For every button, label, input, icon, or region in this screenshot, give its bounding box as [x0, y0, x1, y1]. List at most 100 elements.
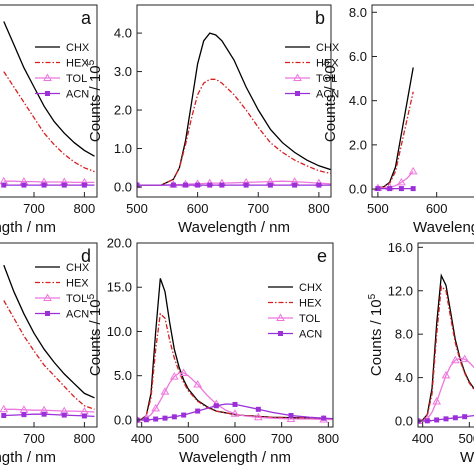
marker — [375, 186, 381, 192]
y-axis-label: Counts / 105 — [321, 59, 339, 142]
legend-marker — [276, 313, 285, 321]
plot-data — [137, 32, 331, 189]
marker — [81, 413, 87, 419]
panel-label: d — [81, 246, 91, 266]
panel-label: a — [81, 8, 92, 28]
x-tick-label: 400 — [131, 431, 153, 446]
x-tick-label: 500 — [367, 201, 389, 216]
x-tick-label: 800 — [308, 201, 330, 216]
marker — [450, 355, 460, 364]
marker — [143, 417, 149, 423]
x-axis-label: Wavelength / nm — [413, 219, 474, 236]
y-tick-label: 4.0 — [395, 370, 413, 385]
plot-frame — [371, 4, 474, 198]
marker — [162, 415, 168, 421]
series-line — [377, 170, 414, 189]
y-tick-label: 4.0 — [349, 93, 367, 108]
marker — [193, 380, 203, 388]
series-line — [3, 264, 95, 399]
y-tick-label: 0.0 — [114, 412, 132, 427]
y-tick-label: 12.0 — [388, 283, 413, 298]
marker — [41, 411, 47, 417]
marker — [21, 412, 27, 418]
x-tick-label: 800 — [317, 431, 339, 446]
marker — [255, 406, 261, 412]
y-axis-label-text: Counts / 10 — [322, 65, 339, 142]
marker — [213, 403, 219, 409]
x-tick-label: 500 — [126, 201, 148, 216]
x-tick-label: 500 — [458, 431, 474, 446]
series-line — [137, 78, 331, 186]
y-tick-label: 15.0 — [107, 280, 132, 295]
series-line — [3, 413, 95, 418]
plot-data — [418, 273, 474, 425]
marker — [61, 182, 67, 188]
legend-label: CHX — [299, 282, 323, 294]
x-tick-label: 800 — [74, 431, 96, 446]
x-axis-label: Wavelength / nm — [0, 449, 56, 466]
legend-label: HEX — [66, 58, 89, 70]
panel-label: b — [315, 8, 325, 28]
legend-marker — [293, 73, 302, 81]
y-axis-label-exp: 5 — [86, 293, 97, 299]
legend-marker — [295, 91, 300, 96]
x-tick-label: 600 — [426, 201, 448, 216]
x-tick-label: 600 — [187, 201, 209, 216]
plot-data — [137, 278, 333, 423]
y-tick-label: 8.0 — [395, 327, 413, 342]
marker — [151, 403, 161, 412]
marker — [424, 418, 430, 424]
plot-data — [373, 67, 418, 192]
y-tick-label: 2.0 — [349, 137, 367, 152]
y-tick-label: 0.0 — [349, 182, 367, 197]
marker — [195, 182, 201, 188]
marker — [316, 182, 322, 188]
x-tick-label: 700 — [271, 431, 293, 446]
y-axis-label: Counts / 105 — [367, 293, 385, 376]
legend-label: ACN — [316, 89, 339, 101]
legend-marker — [43, 293, 52, 301]
y-tick-label: 8.0 — [349, 5, 367, 20]
y-tick-label: 2.0 — [114, 103, 132, 118]
marker — [61, 412, 67, 418]
x-axis-label: Wavelength / nm — [0, 219, 56, 236]
marker — [253, 412, 263, 421]
marker — [183, 182, 188, 188]
x-tick-label: 600 — [224, 431, 246, 446]
y-tick-label: 0.0 — [114, 179, 132, 194]
marker — [452, 415, 458, 421]
marker — [441, 370, 451, 379]
x-axis-label: Wavelength / nm — [178, 219, 290, 236]
marker — [443, 416, 449, 422]
y-tick-label: 5.0 — [114, 368, 132, 383]
legend-label: TOL — [66, 293, 87, 305]
y-tick-label: 1.0 — [114, 141, 132, 156]
marker — [292, 182, 298, 188]
marker — [179, 368, 189, 377]
series-line — [3, 71, 95, 173]
marker — [410, 186, 416, 192]
series-line — [377, 91, 414, 189]
x-tick-label: 700 — [23, 431, 45, 446]
x-axis-label: Wavelength / nm — [179, 449, 291, 466]
series-line — [3, 408, 95, 413]
marker — [171, 414, 177, 420]
panel: 400 500 0.0 4.0 8.0 12.0 16.0 Wavelength / nm Co… — [367, 240, 474, 466]
legend-marker — [278, 331, 283, 336]
marker — [397, 177, 406, 186]
marker — [160, 387, 170, 395]
y-axis-label: Counts / 105 — [86, 293, 104, 376]
marker — [153, 416, 159, 422]
y-axis-label-text: Counts / 10 — [87, 65, 104, 142]
y-axis-label-exp: 5 — [367, 293, 378, 299]
marker — [137, 182, 140, 188]
series-line — [3, 300, 95, 410]
legend-marker — [45, 91, 50, 96]
y-axis-label-exp: 5 — [321, 59, 332, 65]
marker — [432, 396, 442, 405]
marker — [460, 354, 470, 363]
legend-label: HEX — [316, 58, 339, 70]
panel: 700 800 Wavelength / nm a CHX HEX TOL ACN — [0, 4, 98, 236]
marker — [170, 182, 176, 188]
